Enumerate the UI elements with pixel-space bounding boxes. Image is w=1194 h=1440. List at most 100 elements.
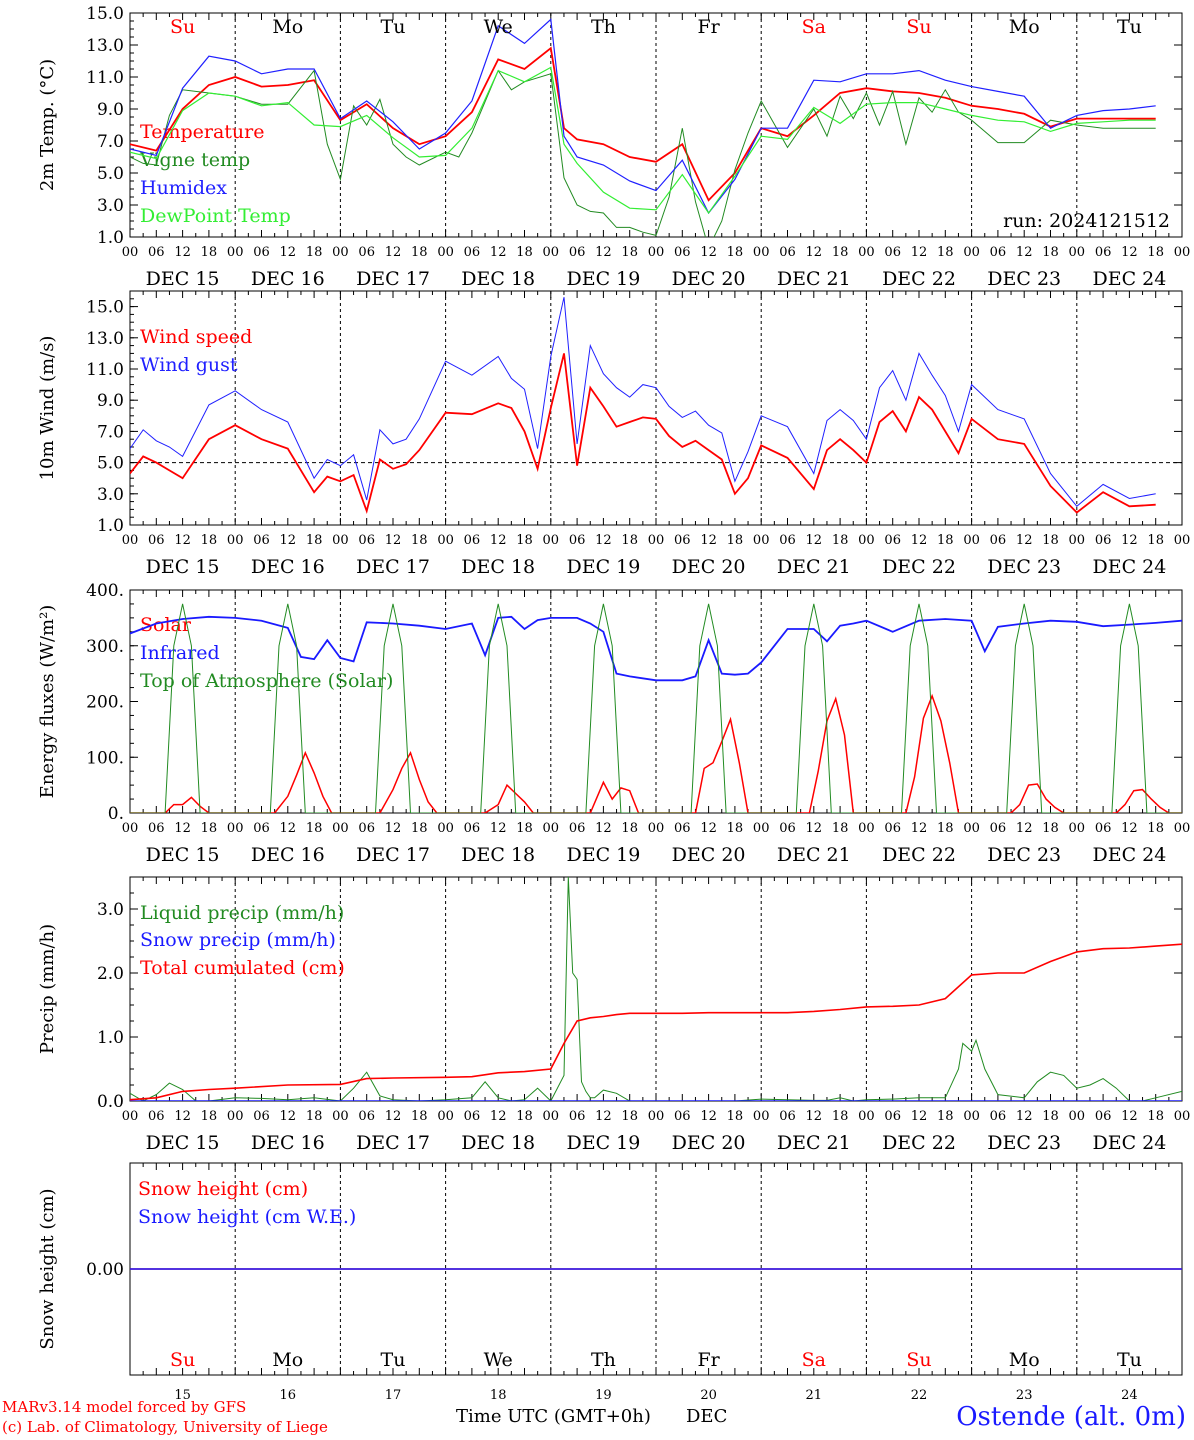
weekday-label-bottom: Th [591,1349,616,1371]
temp-hour-label: 00 [122,245,139,260]
wind-hour-label: 12 [806,533,823,548]
temp-date-label: DEC 22 [882,268,956,290]
snow-ytick-label: 0.00 [86,1260,124,1280]
precip-hour-label: 18 [1042,1109,1059,1124]
temp-series-dewpoint-temp [130,66,1156,215]
temp-hour-label: 06 [464,245,481,260]
temp-hour-label: 12 [911,245,928,260]
precip-hour-label: 00 [858,1109,875,1124]
wind-hour-label: 00 [437,533,454,548]
temp-date-label: DEC 23 [987,268,1061,290]
temp-date-label: DEC 20 [672,268,746,290]
energy-hour-label: 12 [490,821,507,836]
wind-hour-label: 00 [1069,533,1086,548]
wind-hour-label: 06 [148,533,165,548]
precip-hour-label: 12 [595,1109,612,1124]
temp-series-vigne-temp [130,69,1156,237]
precip-hour-label: 18 [832,1109,849,1124]
wind-hour-label: 12 [700,533,717,548]
energy-hour-label: 00 [543,821,560,836]
wind-hour-label: 00 [122,533,139,548]
temp-date-label: DEC 17 [356,268,430,290]
weekday-label-top: Fr [697,16,720,38]
wind-hour-label: 12 [280,533,297,548]
precip-ytick-label: 2.0 [97,964,124,984]
energy-date-label: DEC 23 [987,844,1061,866]
precip-hour-label: 12 [490,1109,507,1124]
energy-legend-entry: Infrared [140,642,220,664]
snow-ylabel: Snow height (cm) [37,1188,58,1349]
precip-hour-label: 00 [1174,1109,1191,1124]
temp-hour-label: 12 [700,245,717,260]
wind-hour-label: 00 [543,533,560,548]
temp-hour-label: 00 [858,245,875,260]
energy-ylabel: Energy fluxes (W/m²) [37,605,58,799]
precip-hour-label: 12 [911,1109,928,1124]
temp-ytick-label: 7.0 [97,132,124,152]
wind-ytick-label: 9.0 [97,391,124,411]
temp-hour-label: 00 [543,245,560,260]
energy-date-label: DEC 22 [882,844,956,866]
energy-date-label: DEC 16 [251,844,325,866]
temp-hour-label: 12 [595,245,612,260]
precip-hour-label: 00 [753,1109,770,1124]
temp-hour-label: 06 [253,245,270,260]
temp-hour-label: 06 [990,245,1007,260]
temp-ytick-label: 3.0 [97,196,124,216]
energy-ytick-label: 100. [86,748,124,768]
temp-hour-label: 18 [306,245,323,260]
wind-hour-label: 06 [569,533,586,548]
wind-date-label: DEC 19 [566,556,640,578]
weekday-label-bottom: Su [170,1349,195,1371]
temp-date-label: DEC 24 [1092,268,1166,290]
temp-hour-label: 18 [937,245,954,260]
temp-hour-label: 18 [727,245,744,260]
day-number-label: 17 [385,1388,402,1403]
temp-hour-label: 12 [1121,245,1138,260]
snow-legend-entry: Snow height (cm) [138,1178,308,1200]
temp-hour-label: 00 [437,245,454,260]
temp-hour-label: 06 [569,245,586,260]
energy-legend-entry: Top of Atmosphere (Solar) [140,670,393,692]
energy-date-label: DEC 24 [1092,844,1166,866]
precip-hour-label: 00 [543,1109,560,1124]
wind-hour-label: 12 [911,533,928,548]
energy-date-label: DEC 18 [461,844,535,866]
weekday-label-top: Sa [802,16,826,38]
energy-date-label: DEC 19 [566,844,640,866]
temp-hour-label: 06 [148,245,165,260]
energy-ytick-label: 400. [86,581,124,601]
wind-series-wind-gust [130,297,1156,508]
wind-hour-label: 06 [1095,533,1112,548]
precip-hour-label: 12 [1121,1109,1138,1124]
wind-hour-label: 18 [411,533,428,548]
temp-date-label: DEC 21 [777,268,851,290]
weekday-label-top: Tu [1117,16,1142,38]
wind-hour-label: 12 [1016,533,1033,548]
precip-hour-label: 18 [1147,1109,1164,1124]
day-number-label: 18 [490,1388,507,1403]
wind-hour-label: 18 [306,533,323,548]
wind-ytick-label: 11.0 [86,360,124,380]
temp-hour-label: 00 [753,245,770,260]
precip-hour-label: 06 [674,1109,691,1124]
wind-date-label: DEC 24 [1092,556,1166,578]
wind-hour-label: 18 [516,533,533,548]
temp-hour-label: 00 [227,245,244,260]
energy-ytick-label: 300. [86,637,124,657]
precip-date-label: DEC 19 [566,1132,640,1154]
precip-hour-label: 18 [411,1109,428,1124]
wind-hour-label: 00 [1174,533,1191,548]
weekday-label-bottom: Tu [1117,1349,1142,1371]
wind-date-label: DEC 23 [987,556,1061,578]
precip-hour-label: 12 [280,1109,297,1124]
precip-hour-label: 18 [516,1109,533,1124]
precip-hour-label: 18 [201,1109,218,1124]
temp-frame [129,12,1183,238]
precip-hour-label: 18 [937,1109,954,1124]
lab-credit: (c) Lab. of Climatology, University of L… [2,1418,328,1436]
weekday-label-top: Mo [272,16,303,38]
temp-ytick-label: 9.0 [97,100,124,120]
precip-hour-label: 00 [332,1109,349,1124]
